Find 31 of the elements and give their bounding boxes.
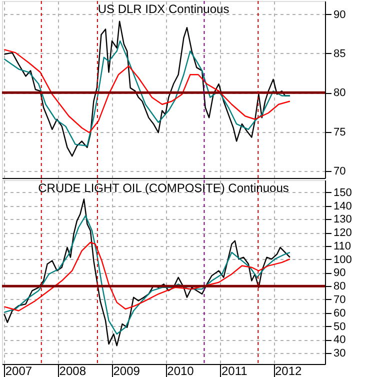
y-tick-label: 80 xyxy=(334,280,346,293)
y-tick-label: 75 xyxy=(334,126,346,138)
y-tick-label: 90 xyxy=(334,267,346,280)
y-tick-label: 130 xyxy=(334,214,352,226)
x-tick-label: 2008 xyxy=(59,364,86,377)
y-tick-label: 140 xyxy=(334,200,352,212)
y-tick-label: 40 xyxy=(334,334,346,346)
line-series xyxy=(4,40,291,146)
chart-title: CRUDE LIGHT OIL (COMPOSITE) Continuous xyxy=(38,181,289,195)
y-tick-label: 100 xyxy=(334,254,352,266)
x-tick-label: 2012 xyxy=(274,364,302,377)
x-tick-label: 2011 xyxy=(222,364,248,377)
line-series xyxy=(4,215,291,335)
y-tick-label: 70 xyxy=(334,294,346,306)
y-tick-label: 85 xyxy=(334,48,346,60)
y-tick-label: 150 xyxy=(334,186,352,199)
y-tick-label: 50 xyxy=(334,320,346,333)
y-tick-label: 30 xyxy=(334,348,346,360)
line-series xyxy=(4,198,291,346)
line-series xyxy=(4,48,291,134)
y-tick-label: 120 xyxy=(334,227,352,240)
y-tick-label: 80 xyxy=(334,87,346,100)
y-tick-label: 70 xyxy=(334,165,346,178)
line-series xyxy=(4,242,291,312)
chart-title: US DLR IDX Continuous xyxy=(98,2,230,16)
y-tick-label: 90 xyxy=(334,8,346,21)
y-tick-label: 110 xyxy=(334,240,352,252)
x-tick-label: 2009 xyxy=(113,364,140,377)
x-tick-label: 2007 xyxy=(5,364,32,377)
y-tick-label: 60 xyxy=(334,307,346,320)
x-tick-label: 2010 xyxy=(167,364,194,377)
